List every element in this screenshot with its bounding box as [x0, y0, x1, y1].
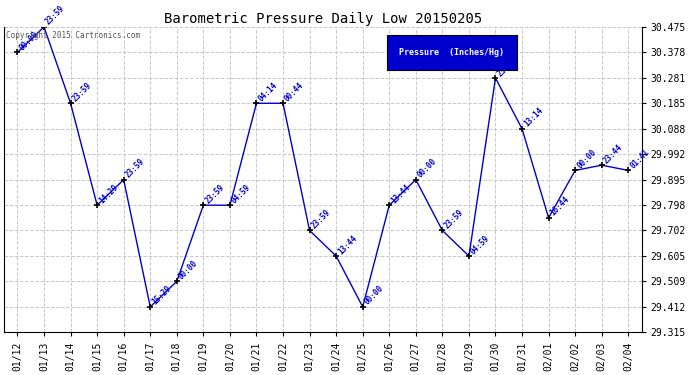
Text: 23:59: 23:59 [124, 157, 146, 180]
Text: 13:44: 13:44 [389, 183, 412, 205]
Text: 13:44: 13:44 [336, 233, 359, 256]
Text: 00:00: 00:00 [177, 259, 199, 281]
Text: 23:59: 23:59 [442, 208, 465, 231]
Text: 01:41: 01:41 [629, 148, 651, 170]
Text: 00:00: 00:00 [575, 148, 598, 170]
Text: 23:44: 23:44 [602, 142, 624, 165]
Text: 00:00: 00:00 [17, 30, 40, 52]
FancyBboxPatch shape [386, 34, 518, 70]
Text: 00:00: 00:00 [363, 284, 386, 307]
Text: 00:00: 00:00 [416, 157, 439, 180]
Text: 04:59: 04:59 [469, 233, 492, 256]
Text: 23:59: 23:59 [310, 208, 333, 231]
Text: 23:29: 23:29 [495, 55, 518, 78]
Text: 15:29: 15:29 [150, 284, 173, 307]
Text: 23:59: 23:59 [204, 183, 226, 205]
Text: 13:14: 13:14 [522, 106, 545, 129]
Text: 16:44: 16:44 [549, 195, 571, 218]
Text: 14:29: 14:29 [97, 183, 120, 205]
Text: 00:44: 00:44 [283, 81, 306, 103]
Text: 23:59: 23:59 [70, 81, 93, 103]
Text: 04:59: 04:59 [230, 183, 253, 205]
Text: Pressure  (Inches/Hg): Pressure (Inches/Hg) [400, 48, 504, 57]
Text: 23:59: 23:59 [44, 4, 67, 27]
Title: Barometric Pressure Daily Low 20150205: Barometric Pressure Daily Low 20150205 [164, 12, 482, 26]
Text: Copyright 2015 Cartronics.com: Copyright 2015 Cartronics.com [6, 32, 140, 40]
Text: 04:14: 04:14 [257, 81, 279, 103]
